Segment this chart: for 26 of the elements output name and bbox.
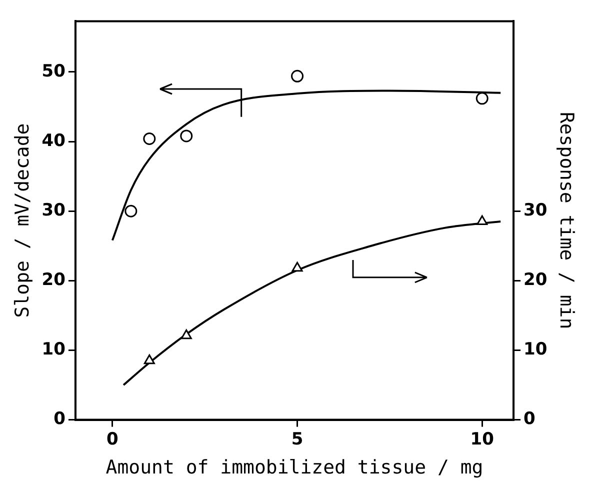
point xyxy=(292,262,303,272)
x-axis-title: Amount of immobilized tissue / mg xyxy=(106,456,484,479)
point xyxy=(144,354,155,364)
y-tick-label: 50 xyxy=(42,61,66,82)
x-tick-label: 0 xyxy=(106,429,119,450)
y-tick-label: 40 xyxy=(42,130,66,151)
point xyxy=(476,92,488,105)
y-tick-label: 30 xyxy=(42,200,66,221)
y-axis-title: Slope / mV/decade xyxy=(11,123,34,318)
point xyxy=(476,215,488,226)
y2-axis-title: Response time / min xyxy=(556,112,578,330)
x-tick-label: 10 xyxy=(470,429,494,450)
line-series xyxy=(111,90,502,242)
y-tick-label: 20 xyxy=(42,270,66,290)
point xyxy=(180,329,192,340)
y-tick-label: 0 xyxy=(54,409,66,430)
point xyxy=(291,70,304,82)
point xyxy=(180,130,193,142)
y-tick-label: 10 xyxy=(42,340,66,360)
point xyxy=(143,132,156,146)
y2-tick-label: 0 xyxy=(524,409,536,430)
y2-tick-label: 10 xyxy=(524,340,548,360)
y2-tick-label: 30 xyxy=(524,200,548,221)
y2-tick-label: 20 xyxy=(524,270,548,290)
point xyxy=(124,204,138,218)
x-tick-label: 5 xyxy=(291,429,304,450)
